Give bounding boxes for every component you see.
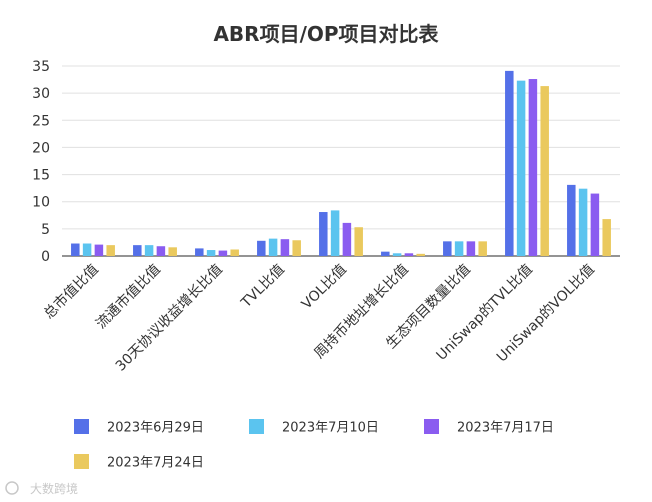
legend-item[interactable]: 2023年7月17日 — [424, 419, 554, 436]
bar — [381, 251, 390, 256]
y-tick-label: 30 — [32, 86, 50, 102]
bar — [319, 212, 328, 256]
legend-item[interactable]: 2023年6月29日 — [74, 419, 204, 436]
y-tick-label: 10 — [32, 195, 50, 211]
y-tick-label: 0 — [41, 249, 50, 265]
bar — [416, 253, 425, 256]
bar — [342, 222, 352, 256]
legend-swatch — [424, 419, 439, 434]
bar — [354, 227, 363, 256]
bar — [330, 210, 340, 256]
legend-swatch — [249, 419, 264, 434]
watermark-logo-icon — [5, 481, 19, 495]
bar — [156, 246, 166, 256]
bar — [195, 248, 204, 256]
bar — [590, 193, 600, 256]
bar — [578, 188, 588, 256]
bar — [454, 241, 464, 256]
legend-label: 2023年6月29日 — [107, 421, 204, 436]
bar — [528, 79, 538, 257]
bar — [168, 247, 177, 256]
legend-swatch — [74, 454, 89, 469]
bar — [505, 70, 514, 256]
bar — [71, 243, 80, 256]
bar — [144, 245, 154, 256]
bar — [443, 241, 452, 256]
y-tick-label: 35 — [32, 59, 50, 75]
bar — [106, 245, 115, 256]
legend-label: 2023年7月10日 — [282, 421, 379, 436]
bar — [392, 253, 402, 256]
bar — [567, 184, 576, 256]
chart-title: ABR项目/OP项目对比表 — [213, 22, 439, 46]
y-axis: 0 5 10 15 20 25 30 35 — [32, 59, 50, 265]
bar — [602, 219, 611, 256]
bar — [478, 241, 487, 256]
bar — [206, 250, 216, 256]
x-tick-label: 30天协议收益增长比值 — [113, 262, 226, 375]
y-tick-label: 25 — [32, 113, 50, 129]
bar — [82, 243, 92, 256]
legend-label: 2023年7月17日 — [457, 421, 554, 436]
x-tick-label: VOL比值 — [299, 262, 350, 313]
y-tick-label: 15 — [32, 168, 50, 184]
bar — [292, 240, 301, 256]
x-tick-label: 流通市值比值 — [92, 261, 163, 332]
legend: 2023年6月29日 2023年7月10日 2023年7月17日 2023年7月24日 — [74, 419, 554, 471]
bar — [230, 249, 239, 256]
y-tick-label: 5 — [41, 222, 50, 238]
bar — [133, 245, 142, 256]
legend-item[interactable]: 2023年7月24日 — [74, 454, 204, 471]
watermark-text: 大数跨境 — [30, 481, 78, 496]
bars — [71, 70, 611, 257]
bar — [218, 250, 228, 256]
bar — [280, 239, 290, 256]
legend-swatch — [74, 419, 89, 434]
legend-item[interactable]: 2023年7月10日 — [249, 419, 379, 436]
x-tick-label: TVL比值 — [238, 262, 288, 312]
bar — [540, 86, 549, 256]
watermark: 大数跨境 — [5, 481, 78, 496]
y-tick-label: 20 — [32, 140, 50, 156]
grid — [62, 65, 620, 257]
bar — [404, 253, 414, 256]
bar — [268, 238, 278, 256]
bar — [516, 80, 526, 257]
bar — [94, 244, 104, 256]
bar — [257, 240, 266, 256]
x-tick-label: 总市值比值 — [40, 261, 102, 323]
legend-label: 2023年7月24日 — [107, 456, 204, 471]
bar — [466, 241, 476, 256]
